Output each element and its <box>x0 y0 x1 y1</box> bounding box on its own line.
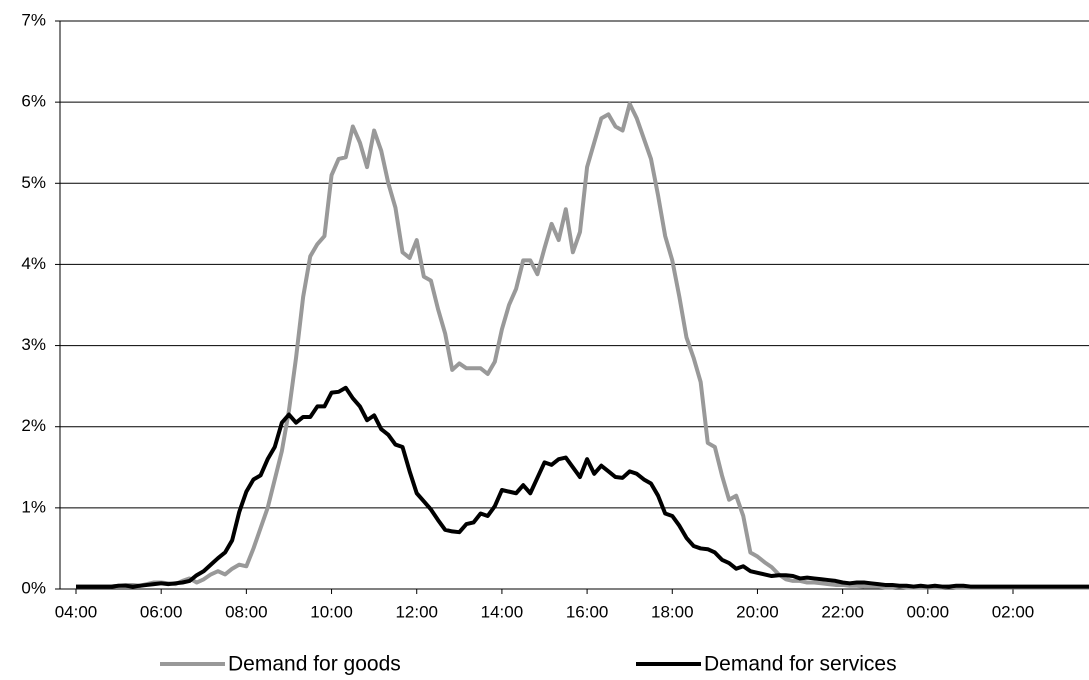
x-tick-label: 12:00 <box>395 602 438 621</box>
y-tick-label: 5% <box>21 173 46 192</box>
series-line <box>76 385 1089 589</box>
x-tick-label: 08:00 <box>225 602 268 621</box>
y-tick-label: 1% <box>21 497 46 516</box>
x-tick-label: 10:00 <box>310 602 353 621</box>
y-tick-label: 0% <box>21 578 46 597</box>
legend-label: Demand for services <box>704 653 897 676</box>
x-tick-label: 16:00 <box>566 602 609 621</box>
y-tick-label: 2% <box>21 416 46 435</box>
x-tick-label: 20:00 <box>736 602 779 621</box>
x-tick-label: 02:00 <box>992 602 1035 621</box>
x-tick-label: 06:00 <box>140 602 183 621</box>
x-tick-label: 04:00 <box>55 602 98 621</box>
y-tick-label: 4% <box>21 254 46 273</box>
legend-label: Demand for goods <box>228 653 401 676</box>
y-tick-label: 3% <box>21 335 46 354</box>
x-tick-label: 22:00 <box>821 602 864 621</box>
y-tick-label: 6% <box>21 92 46 111</box>
x-tick-label: 00:00 <box>907 602 950 621</box>
x-tick-label: 14:00 <box>481 602 524 621</box>
x-tick-label: 18:00 <box>651 602 694 621</box>
y-tick-label: 7% <box>21 10 46 29</box>
